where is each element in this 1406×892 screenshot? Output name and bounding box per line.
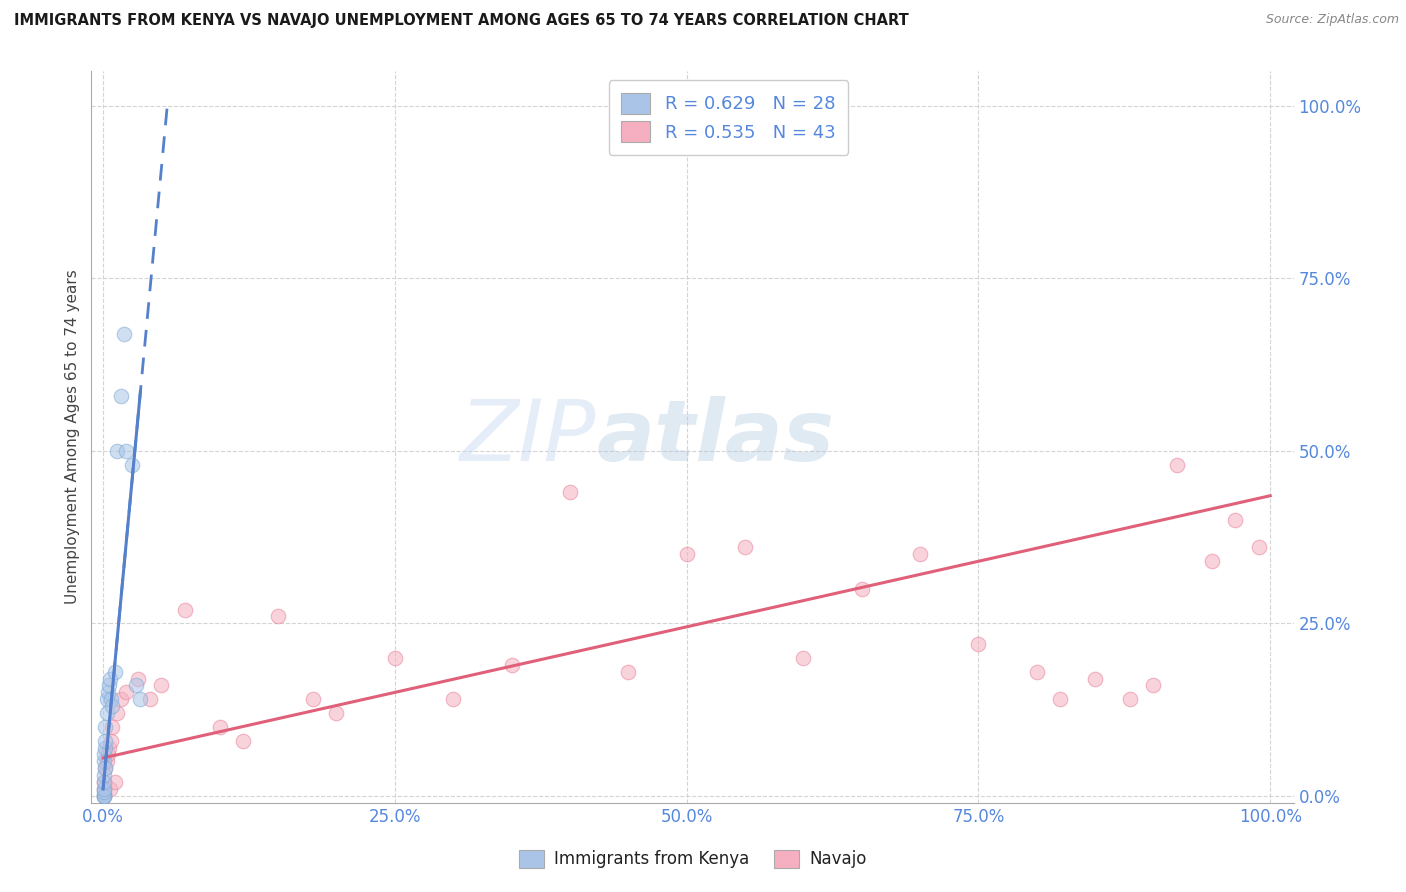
Point bbox=[127, 672, 149, 686]
Point bbox=[125, 678, 148, 692]
Point bbox=[110, 389, 132, 403]
Text: Source: ZipAtlas.com: Source: ZipAtlas.com bbox=[1265, 13, 1399, 27]
Point bbox=[1247, 541, 1270, 555]
Point bbox=[110, 692, 132, 706]
Point bbox=[93, 785, 115, 799]
Point bbox=[675, 548, 697, 562]
Point bbox=[105, 706, 128, 720]
Point bbox=[100, 692, 122, 706]
Point bbox=[94, 761, 117, 775]
Point bbox=[97, 740, 120, 755]
Point bbox=[1025, 665, 1047, 679]
Point bbox=[232, 733, 254, 747]
Point bbox=[173, 602, 195, 616]
Point bbox=[908, 548, 931, 562]
Point bbox=[325, 706, 347, 720]
Point bbox=[1142, 678, 1164, 692]
Point bbox=[94, 761, 117, 775]
Point bbox=[558, 485, 581, 500]
Point bbox=[100, 733, 122, 747]
Point bbox=[93, 782, 115, 797]
Point bbox=[1166, 458, 1188, 472]
Point bbox=[302, 692, 325, 706]
Point bbox=[97, 678, 120, 692]
Point bbox=[115, 685, 138, 699]
Point bbox=[93, 789, 115, 803]
Point bbox=[93, 747, 115, 762]
Point bbox=[104, 665, 127, 679]
Point bbox=[96, 755, 118, 769]
Text: ZIP: ZIP bbox=[460, 395, 596, 479]
Point bbox=[93, 789, 115, 803]
Point bbox=[115, 443, 138, 458]
Point bbox=[267, 609, 290, 624]
Point bbox=[1201, 554, 1223, 568]
Point bbox=[96, 706, 118, 720]
Point bbox=[93, 782, 115, 797]
Point bbox=[617, 665, 640, 679]
Point bbox=[93, 775, 115, 789]
Point bbox=[150, 678, 173, 692]
Point bbox=[101, 720, 124, 734]
Y-axis label: Unemployment Among Ages 65 to 74 years: Unemployment Among Ages 65 to 74 years bbox=[65, 269, 80, 605]
Point bbox=[1084, 672, 1107, 686]
Point bbox=[501, 657, 523, 672]
Point bbox=[93, 755, 115, 769]
Point bbox=[94, 720, 117, 734]
Point bbox=[97, 747, 120, 762]
Point bbox=[94, 740, 117, 755]
Point bbox=[1223, 513, 1246, 527]
Point bbox=[94, 733, 117, 747]
Point bbox=[104, 775, 127, 789]
Text: IMMIGRANTS FROM KENYA VS NAVAJO UNEMPLOYMENT AMONG AGES 65 TO 74 YEARS CORRELATI: IMMIGRANTS FROM KENYA VS NAVAJO UNEMPLOY… bbox=[14, 13, 908, 29]
Point bbox=[851, 582, 873, 596]
Point bbox=[1049, 692, 1071, 706]
Text: atlas: atlas bbox=[596, 395, 834, 479]
Point bbox=[98, 672, 121, 686]
Point bbox=[93, 768, 115, 782]
Point bbox=[129, 692, 152, 706]
Point bbox=[93, 775, 115, 789]
Point bbox=[208, 720, 231, 734]
Point bbox=[734, 541, 756, 555]
Point bbox=[101, 699, 124, 714]
Point bbox=[93, 789, 115, 803]
Legend: Immigrants from Kenya, Navajo: Immigrants from Kenya, Navajo bbox=[512, 843, 873, 875]
Point bbox=[441, 692, 464, 706]
Point bbox=[1119, 692, 1142, 706]
Point bbox=[121, 458, 143, 472]
Point bbox=[139, 692, 162, 706]
Point bbox=[97, 685, 120, 699]
Point bbox=[112, 326, 135, 341]
Point bbox=[384, 651, 406, 665]
Point bbox=[967, 637, 990, 651]
Point bbox=[93, 789, 115, 803]
Point bbox=[792, 651, 814, 665]
Point bbox=[96, 692, 118, 706]
Point bbox=[105, 443, 128, 458]
Point bbox=[98, 782, 121, 797]
